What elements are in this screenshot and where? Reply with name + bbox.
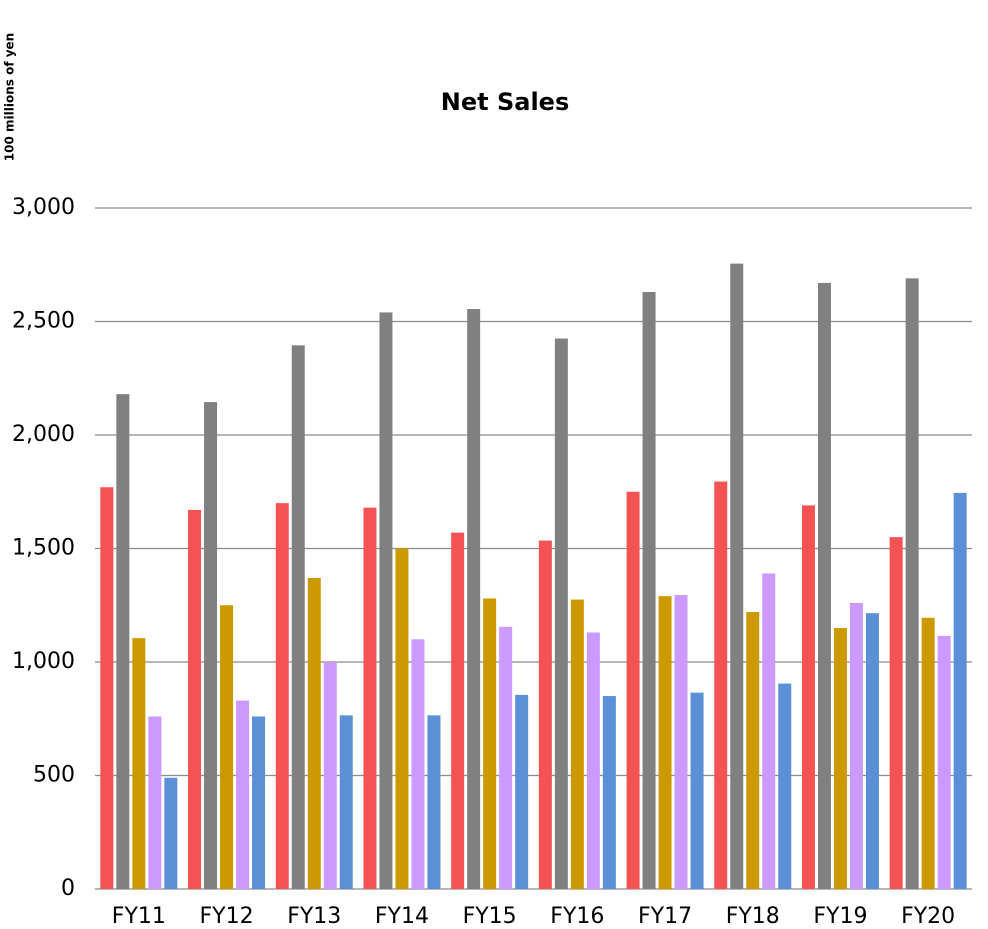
bar	[889, 537, 903, 889]
bar	[801, 505, 815, 889]
bar	[379, 312, 393, 889]
bar	[204, 402, 218, 889]
y-tick-label: 3,000	[12, 195, 75, 220]
bar	[236, 700, 250, 889]
bar	[658, 596, 672, 889]
y-tick-label: 2,500	[12, 309, 75, 334]
bar	[499, 626, 513, 889]
bar	[395, 548, 409, 889]
bar	[690, 692, 704, 889]
y-tick-label: 500	[33, 763, 75, 788]
bar	[116, 394, 130, 889]
bar	[570, 599, 584, 889]
x-tick-label: FY14	[375, 904, 429, 929]
y-axis-label: 100 millions of yen	[3, 33, 17, 161]
bar	[291, 345, 305, 890]
chart-title: Net Sales	[441, 88, 569, 116]
bar	[762, 573, 776, 889]
x-tick-label: FY13	[287, 904, 341, 929]
bar	[674, 595, 688, 889]
bar	[626, 491, 640, 889]
bar	[188, 509, 202, 889]
bar	[164, 777, 178, 889]
x-tick-label: FY12	[200, 904, 254, 929]
bar	[132, 638, 146, 889]
y-tick-label: 1,000	[12, 649, 75, 674]
bar	[642, 291, 656, 889]
bar	[451, 532, 465, 889]
bar	[100, 487, 114, 889]
bar	[427, 715, 441, 889]
x-tick-label: FY11	[112, 904, 166, 929]
bar	[778, 683, 792, 889]
x-tick-label: FY17	[638, 904, 692, 929]
x-tick-label: FY20	[901, 904, 955, 929]
bar	[148, 716, 162, 889]
bar	[363, 507, 377, 889]
bar	[602, 696, 616, 889]
bar	[937, 635, 951, 889]
y-tick-label: 2,000	[12, 422, 75, 447]
x-tick-label: FY18	[726, 904, 780, 929]
bar	[252, 716, 266, 889]
bar	[220, 605, 234, 889]
bar	[483, 598, 497, 889]
bar	[849, 602, 863, 889]
bar	[905, 278, 919, 889]
bar	[833, 627, 847, 889]
bar	[921, 617, 935, 889]
bar	[817, 282, 831, 889]
x-tick-label: FY16	[550, 904, 604, 929]
bar	[554, 338, 568, 889]
bar	[714, 481, 728, 889]
bar	[538, 540, 552, 889]
x-tick-label: FY15	[463, 904, 517, 929]
bar	[730, 263, 744, 889]
bar	[467, 309, 481, 889]
bar	[953, 492, 967, 889]
y-tick-label: 1,500	[12, 536, 75, 561]
y-tick-label: 0	[61, 876, 75, 901]
bar	[307, 578, 321, 889]
bar	[339, 715, 353, 889]
bar	[323, 662, 337, 889]
bar	[586, 632, 600, 889]
bar	[746, 612, 760, 889]
bar	[411, 639, 425, 889]
x-tick-label: FY19	[813, 904, 867, 929]
bar	[275, 503, 289, 889]
bar	[865, 613, 879, 889]
bar	[515, 694, 529, 889]
